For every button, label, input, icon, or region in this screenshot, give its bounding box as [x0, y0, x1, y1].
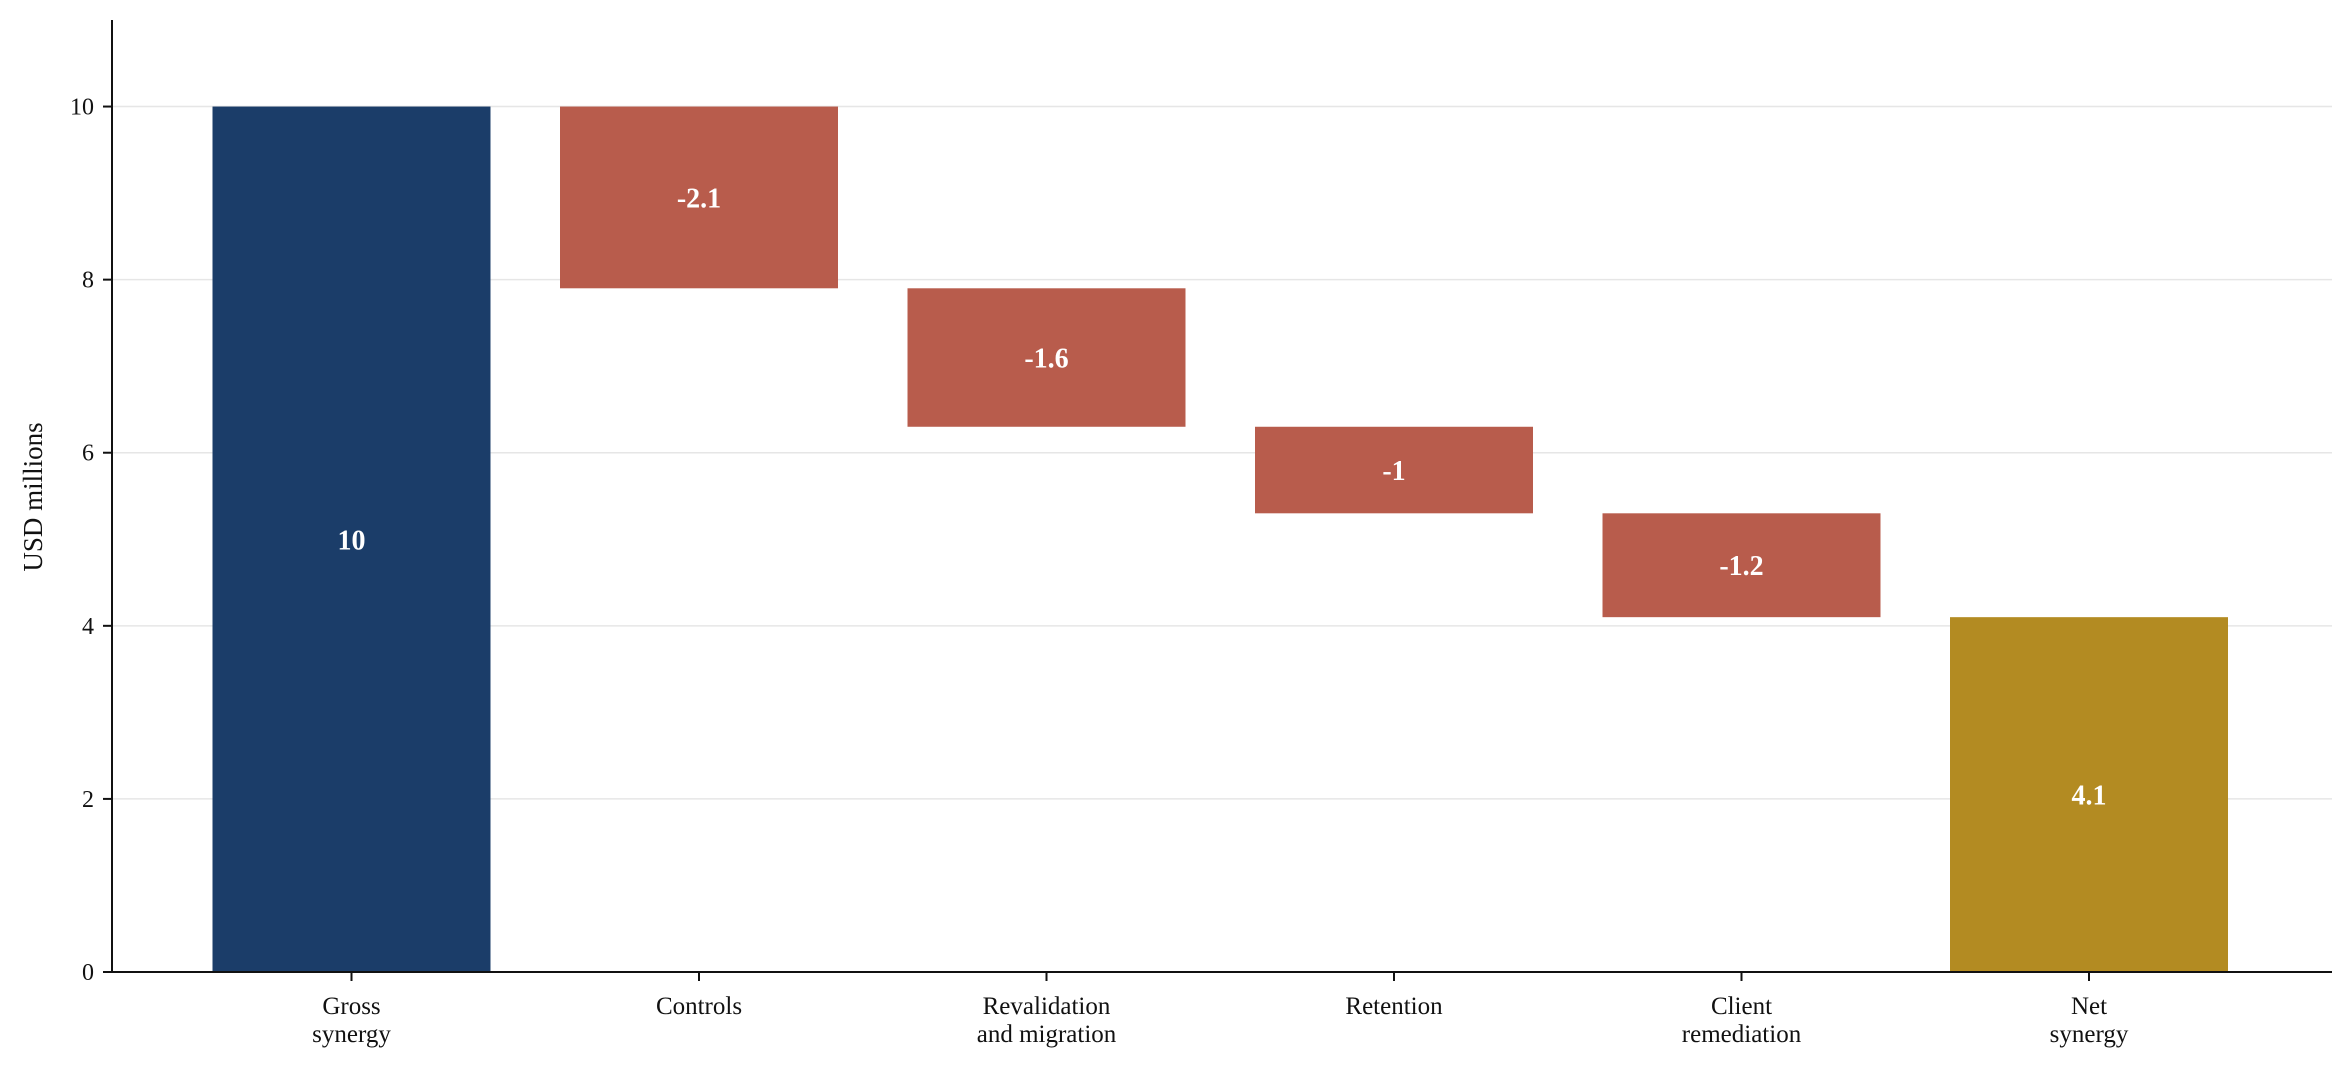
- bar-value-label-0: 10: [338, 525, 366, 556]
- y-tick-label-3: 6: [82, 441, 94, 467]
- y-tick-label-5: 10: [70, 95, 94, 121]
- x-tick-label-5: Net synergy: [2050, 993, 2129, 1048]
- bar-2: [907, 288, 1186, 427]
- bar-value-label-2: -1.6: [1024, 344, 1068, 375]
- y-axis-title: USD millions: [18, 422, 48, 571]
- bar-5: [1950, 617, 2228, 972]
- bars: [212, 106, 2228, 972]
- bar-value-label-1: -2.1: [677, 183, 721, 214]
- bar-value-label-5: 4.1: [2072, 781, 2107, 812]
- labels: 10 -2.1 -1.6 -1 -1.2 4.1 0 2 4 6 8 10 Gross synergy Co…: [70, 95, 2129, 1048]
- axes: [103, 20, 2332, 981]
- bar-4: [1602, 513, 1881, 618]
- bar-3: [1255, 426, 1533, 514]
- bar-1: [560, 106, 838, 289]
- bar-value-label-4: -1.2: [1719, 551, 1763, 582]
- x-tick-label-4: Client remediation: [1682, 993, 1802, 1048]
- y-tick-label-4: 8: [82, 268, 94, 294]
- bar-value-label-3: -1: [1382, 456, 1405, 487]
- bar-0: [212, 106, 491, 972]
- x-tick-label-1: Controls: [656, 993, 742, 1020]
- x-tick-label-0: Gross synergy: [312, 993, 391, 1048]
- y-tick-label-1: 2: [82, 787, 94, 813]
- x-tick-label-3: Retention: [1345, 993, 1443, 1020]
- y-tick-label-2: 4: [82, 614, 94, 640]
- x-tick-label-2: Revalidation and migration: [977, 993, 1117, 1048]
- y-tick-label-0: 0: [82, 960, 94, 986]
